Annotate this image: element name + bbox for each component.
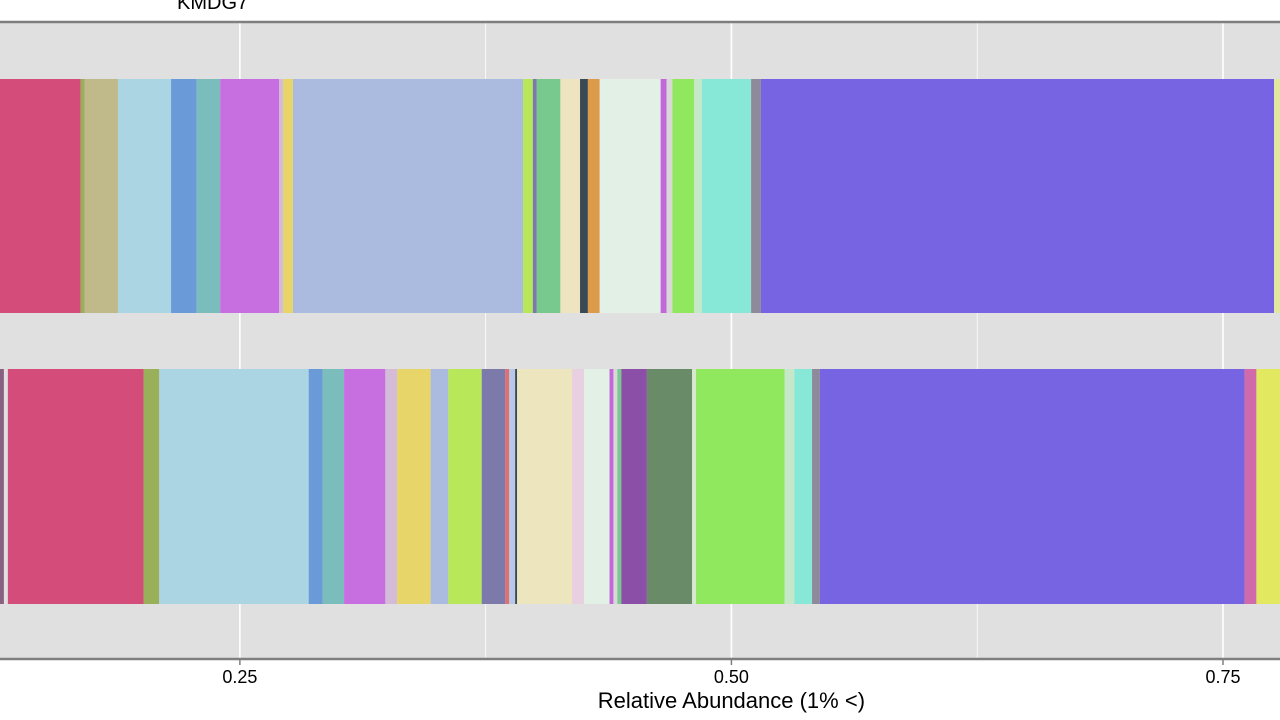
bar-2-segment-25	[692, 369, 697, 604]
bar-1-segment-19	[666, 79, 673, 313]
bar-1-segment-15	[580, 79, 588, 313]
bar-1-segment-13	[536, 79, 561, 313]
bar-2-segment-2	[3, 369, 8, 604]
bar-2-segment-29	[812, 369, 820, 604]
bar-1-segment-12	[532, 79, 537, 313]
bar-1-segment-17	[599, 79, 661, 313]
bar-2-segment-1	[0, 369, 4, 604]
bar-2-segment-31	[1244, 369, 1257, 604]
bar-1-segment-8	[279, 79, 284, 313]
bar-2-segment-10	[397, 369, 431, 604]
bar-2-segment-7	[322, 369, 345, 604]
bar-2-segment-13	[481, 369, 506, 604]
bar-1-segment-25	[1274, 79, 1280, 313]
bar-2-segment-32	[1256, 369, 1280, 604]
bar-2-segment-14	[505, 369, 510, 604]
bar-2-segment-27	[784, 369, 795, 604]
bar-1-segment-24	[760, 79, 1275, 313]
bar-2-segment-5	[159, 369, 309, 604]
bar-1-segment-7	[220, 79, 280, 313]
bar-2-segment-20	[609, 369, 614, 604]
bar-2-segment-30	[819, 369, 1245, 604]
bar-2-segment-16	[515, 369, 518, 604]
bar-2-segment-6	[308, 369, 323, 604]
bar-1-segment-23	[751, 79, 761, 313]
bar-2-segment-26	[696, 369, 785, 604]
bar-2-segment-15	[509, 369, 516, 604]
bar-2-segment-9	[385, 369, 398, 604]
bar-2-segment-11	[430, 369, 449, 604]
bars	[0, 79, 1280, 604]
bar-1-segment-22	[701, 79, 752, 313]
bar-1-segment-2	[80, 79, 85, 313]
bar-1-segment-3	[84, 79, 118, 313]
x-axis-title: Relative Abundance (1% <)	[597, 688, 866, 713]
bar-1-segment-14	[560, 79, 581, 313]
bar-1-segment-10	[292, 79, 524, 313]
bar-2-segment-17	[517, 369, 573, 604]
bar-2-segment-12	[448, 369, 482, 604]
bar-1-segment-21	[694, 79, 702, 313]
bar-1-segment-1	[0, 79, 81, 313]
bar-1-segment-11	[523, 79, 533, 313]
bar-1-segment-18	[660, 79, 667, 313]
bar-2-segment-4	[143, 369, 160, 604]
bar-2-segment-18	[572, 369, 584, 604]
x-tick-label: 0.75	[1205, 667, 1240, 687]
bar-2-segment-24	[646, 369, 693, 604]
bar-1-segment-4	[117, 79, 172, 313]
bar-2-segment-28	[794, 369, 813, 604]
bar-1-segment-6	[196, 79, 221, 313]
x-tick-label: 0.50	[714, 667, 749, 687]
bar-2-segment-21	[613, 369, 618, 604]
bar-2-segment-19	[583, 369, 610, 604]
bar-1-segment-9	[283, 79, 293, 313]
x-axis-ticks: 0.25 0.50 0.75	[222, 659, 1241, 687]
bar-2-segment-23	[621, 369, 647, 604]
bar-2-segment-8	[344, 369, 386, 604]
bar-2-segment-3	[7, 369, 144, 604]
bar-1-segment-16	[587, 79, 600, 313]
x-tick-label: 0.25	[222, 667, 257, 687]
bar-1-segment-20	[672, 79, 695, 313]
bar-2-segment-22	[617, 369, 622, 604]
facet-strip-label: KMDG7	[177, 0, 249, 14]
bar-1-segment-5	[171, 79, 197, 313]
